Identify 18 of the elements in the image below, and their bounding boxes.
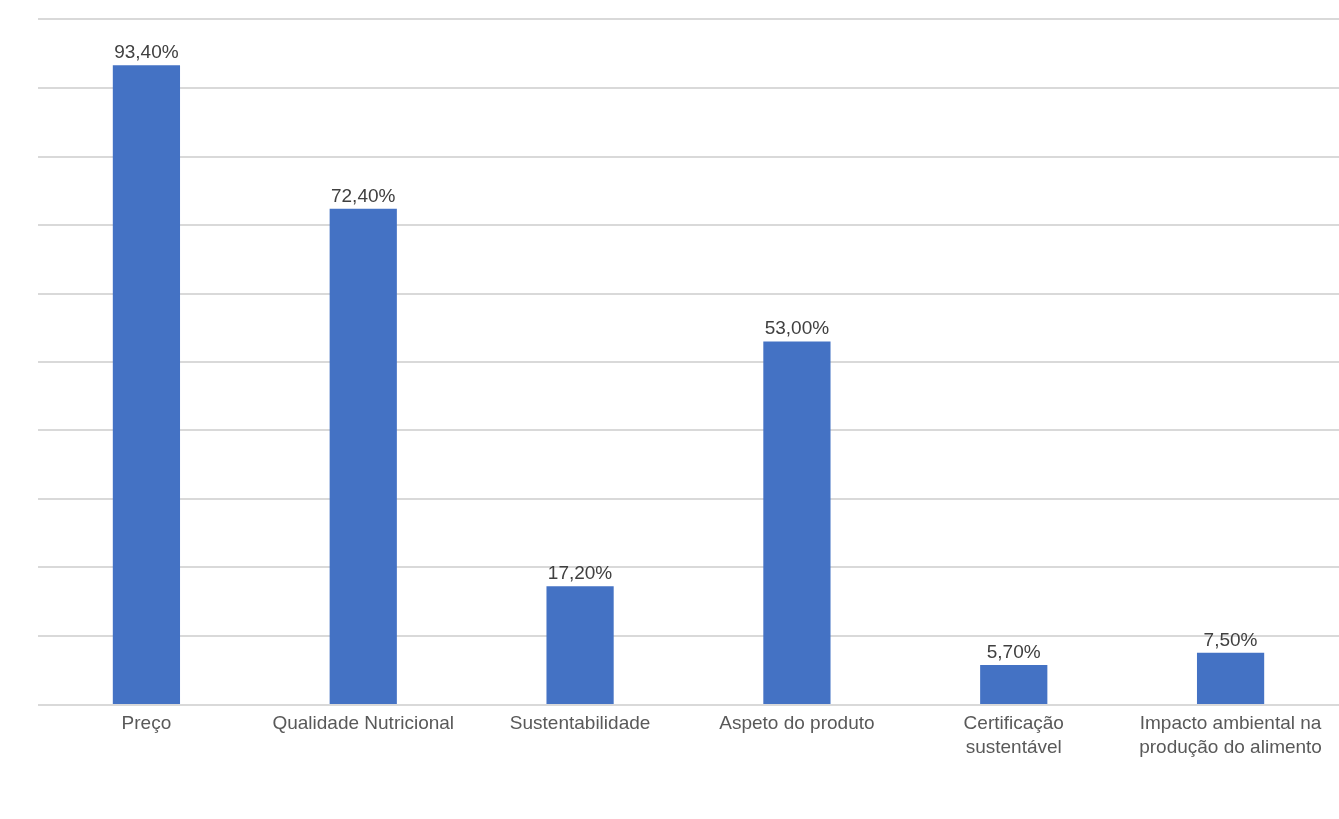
x-tick-label: Impacto ambiental na produção do alimento bbox=[1139, 711, 1322, 758]
x-tick-label: Aspeto do produto bbox=[719, 711, 875, 733]
bar bbox=[763, 341, 831, 704]
bar bbox=[980, 665, 1048, 704]
x-tick-label: Qualidade Nutricional bbox=[272, 711, 455, 733]
bar bbox=[329, 208, 397, 704]
x-tick-label: Certificação sustentável bbox=[963, 711, 1064, 758]
data-label: 7,50% bbox=[1203, 628, 1258, 650]
bar bbox=[112, 65, 181, 704]
bar bbox=[1196, 652, 1265, 704]
data-label: 17,20% bbox=[547, 562, 613, 584]
x-tick-label: Sustentabilidade bbox=[509, 711, 651, 733]
data-label: 93,40% bbox=[114, 41, 179, 63]
bar bbox=[546, 586, 614, 704]
x-tick-label: Preço bbox=[121, 711, 172, 733]
data-label: 5,70% bbox=[986, 641, 1041, 663]
data-label: 53,00% bbox=[764, 317, 830, 339]
data-label: 72,40% bbox=[330, 184, 396, 206]
